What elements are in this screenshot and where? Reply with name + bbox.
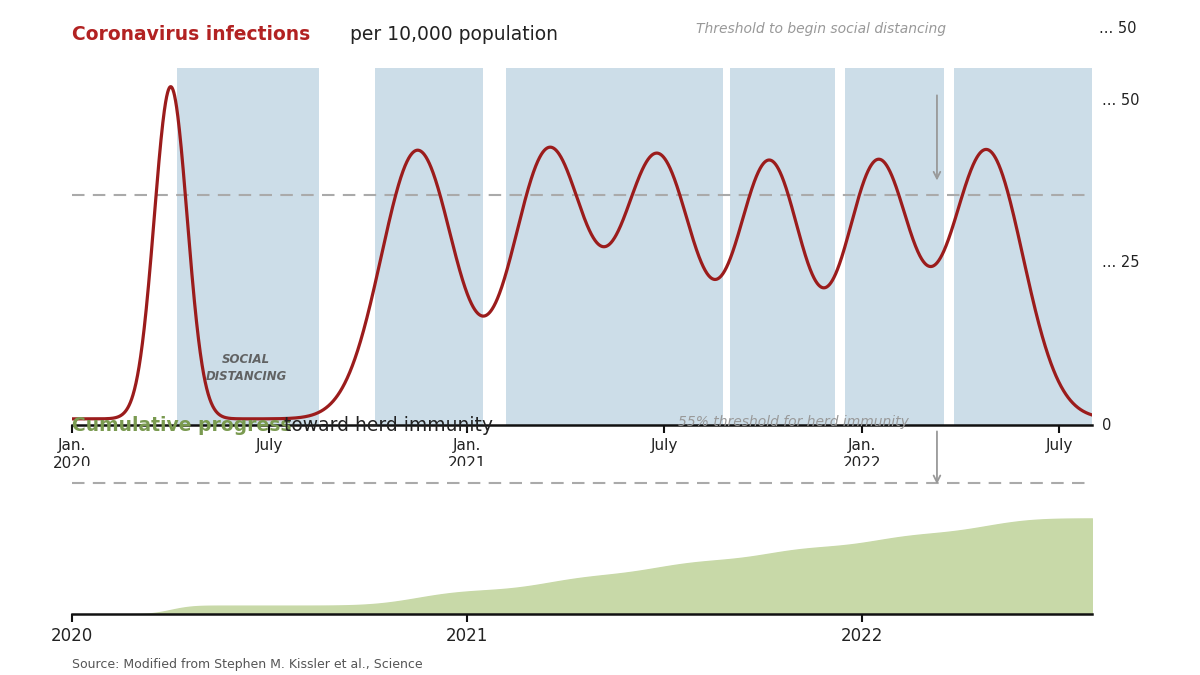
Text: SOCIAL
DISTANCING: SOCIAL DISTANCING — [205, 353, 287, 383]
Bar — [506, 68, 614, 425]
Bar — [954, 68, 1092, 425]
Bar — [730, 68, 835, 425]
Bar — [374, 68, 484, 425]
Text: 55% threshold for herd immunity: 55% threshold for herd immunity — [678, 414, 908, 429]
Text: ... 50: ... 50 — [1099, 21, 1136, 36]
Text: Source: Modified from Stephen M. Kissler et al., Science: Source: Modified from Stephen M. Kissler… — [72, 658, 422, 671]
Bar — [614, 68, 724, 425]
Text: Threshold to begin social distancing: Threshold to begin social distancing — [696, 22, 946, 36]
Bar — [845, 68, 944, 425]
Text: ... 25: ... 25 — [1103, 255, 1140, 270]
Text: Cumulative progress: Cumulative progress — [72, 416, 292, 435]
Text: per 10,000 population: per 10,000 population — [344, 25, 558, 44]
Text: 0: 0 — [1103, 418, 1111, 433]
Text: ... 50: ... 50 — [1103, 92, 1140, 107]
Text: toward herd immunity: toward herd immunity — [278, 416, 493, 435]
Text: Coronavirus infections: Coronavirus infections — [72, 25, 311, 44]
Bar — [178, 68, 319, 425]
